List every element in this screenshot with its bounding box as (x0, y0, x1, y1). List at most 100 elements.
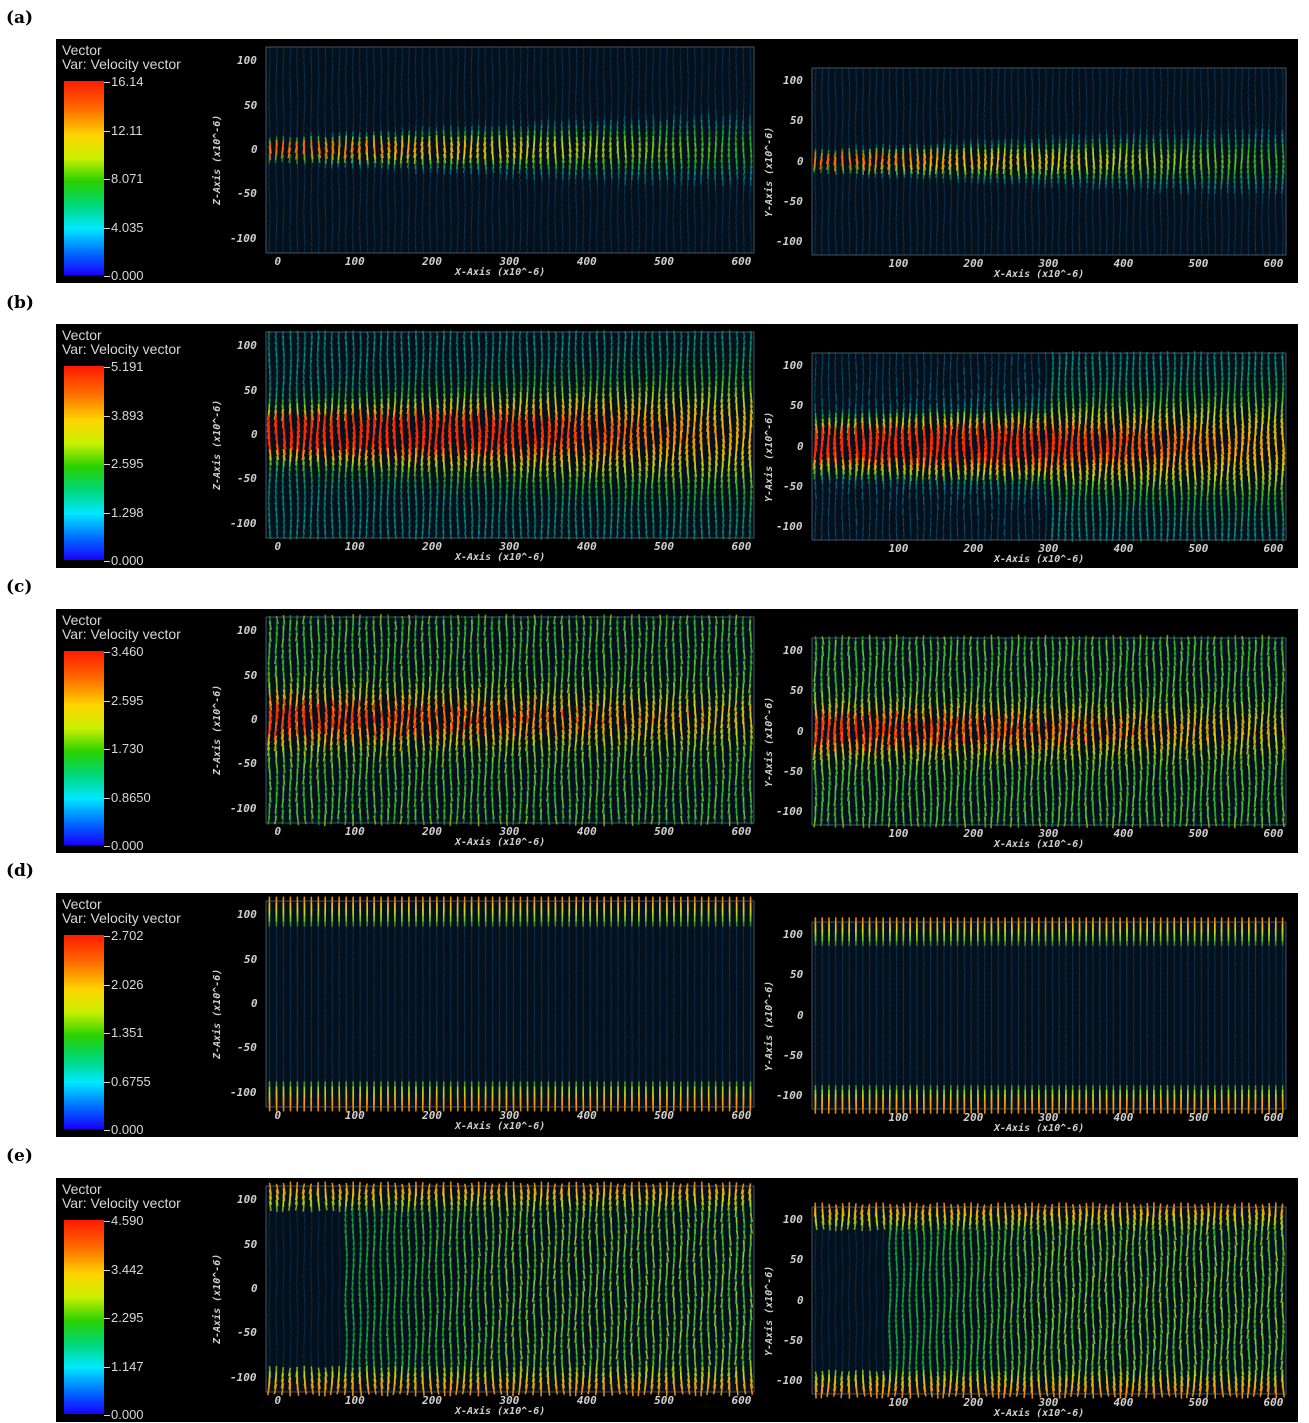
velocity-vector (1186, 228, 1189, 235)
velocity-vector (1112, 93, 1114, 100)
velocity-vector (814, 249, 816, 256)
velocity-vector (942, 239, 945, 245)
velocity-vector (1044, 124, 1047, 131)
velocity-vector (442, 184, 445, 190)
velocity-vector (394, 64, 397, 70)
velocity-vector (923, 88, 925, 95)
velocity-vector (568, 58, 571, 65)
velocity-vector (268, 104, 270, 111)
velocity-vector (1214, 244, 1217, 250)
velocity-vector (568, 241, 571, 248)
velocity-vector (848, 140, 850, 147)
velocity-vector (295, 58, 298, 64)
velocity-vector (652, 195, 655, 202)
velocity-vector (497, 126, 501, 134)
velocity-vector (1165, 181, 1169, 189)
velocity-vector (595, 76, 598, 81)
velocity-vector (268, 213, 271, 219)
velocity-vector (567, 115, 570, 122)
velocity-vector (1221, 234, 1224, 240)
velocity-vector (1200, 249, 1203, 256)
velocity-vector (526, 201, 529, 207)
velocity-vector (841, 182, 844, 188)
velocity-vector (366, 247, 369, 253)
velocity-vector (1118, 244, 1121, 250)
velocity-vector (728, 218, 731, 225)
velocity-vector (414, 159, 417, 169)
velocity-vector (735, 213, 738, 219)
velocity-vector (929, 182, 931, 188)
velocity-vector (463, 81, 466, 87)
velocity-vector (365, 127, 368, 133)
velocity-vector (742, 166, 746, 174)
velocity-vector (415, 190, 418, 196)
velocity-vector (989, 182, 992, 188)
velocity-vector (1160, 83, 1163, 89)
velocity-vector (324, 195, 326, 202)
velocity-vector (554, 235, 557, 242)
colorbar (64, 81, 104, 275)
velocity-vector (868, 182, 871, 188)
velocity-vector (1043, 175, 1047, 184)
velocity-vector (526, 92, 528, 99)
velocity-vector (582, 136, 586, 147)
velocity-vector (889, 192, 892, 198)
velocity-vector (1233, 170, 1237, 179)
velocity-vector (1146, 114, 1149, 121)
velocity-vector (665, 58, 668, 65)
velocity-vector (372, 201, 375, 207)
velocity-vector (324, 52, 327, 59)
velocity-vector (1105, 153, 1110, 164)
velocity-vector (983, 149, 988, 159)
velocity-vector (957, 182, 960, 188)
velocity-vector (289, 190, 292, 196)
velocity-vector (449, 147, 454, 159)
velocity-vector (749, 196, 752, 202)
velocity-vector (1098, 114, 1101, 121)
velocity-vector (1132, 83, 1135, 89)
velocity-vector (874, 99, 877, 105)
velocity-vector (827, 238, 830, 246)
velocity-vector (1200, 207, 1202, 214)
velocity-vector (498, 47, 501, 53)
velocity-vector (350, 153, 354, 164)
velocity-vector (984, 213, 986, 220)
velocity-vector (700, 148, 704, 158)
velocity-vector (303, 87, 306, 93)
velocity-vector (442, 153, 447, 164)
velocity-vector (963, 244, 966, 250)
velocity-vector (575, 230, 578, 236)
velocity-vector (553, 120, 557, 128)
velocity-vector (1227, 249, 1229, 256)
velocity-vector (1153, 239, 1156, 245)
velocity-vector (436, 166, 439, 174)
velocity-vector (1132, 229, 1135, 235)
velocity-vector (820, 228, 823, 235)
velocity-vector (1167, 233, 1169, 240)
velocity-vector (1207, 99, 1210, 105)
velocity-vector (875, 124, 878, 131)
velocity-vector (1023, 68, 1026, 74)
velocity-vector (352, 190, 355, 196)
velocity-vector (1030, 119, 1033, 126)
velocity-vector (462, 153, 466, 164)
velocity-vector (338, 98, 340, 105)
velocity-vector (902, 202, 904, 209)
velocity-vector (519, 131, 523, 140)
velocity-vector (1031, 175, 1034, 184)
velocity-vector (984, 233, 986, 240)
velocity-vector (889, 120, 892, 126)
velocity-vector (1024, 109, 1027, 115)
velocity-vector (470, 63, 473, 71)
velocity-vector (1037, 187, 1040, 194)
velocity-vector (1214, 239, 1217, 245)
velocity-vector (379, 190, 382, 196)
velocity-vector (540, 195, 543, 202)
velocity-vector (533, 184, 536, 191)
velocity-vector (575, 212, 578, 219)
x-tick-label: 0 (275, 255, 282, 268)
velocity-vector (1166, 124, 1168, 131)
velocity-vector (275, 47, 278, 53)
velocity-vector (413, 153, 417, 164)
velocity-vector (415, 178, 418, 185)
